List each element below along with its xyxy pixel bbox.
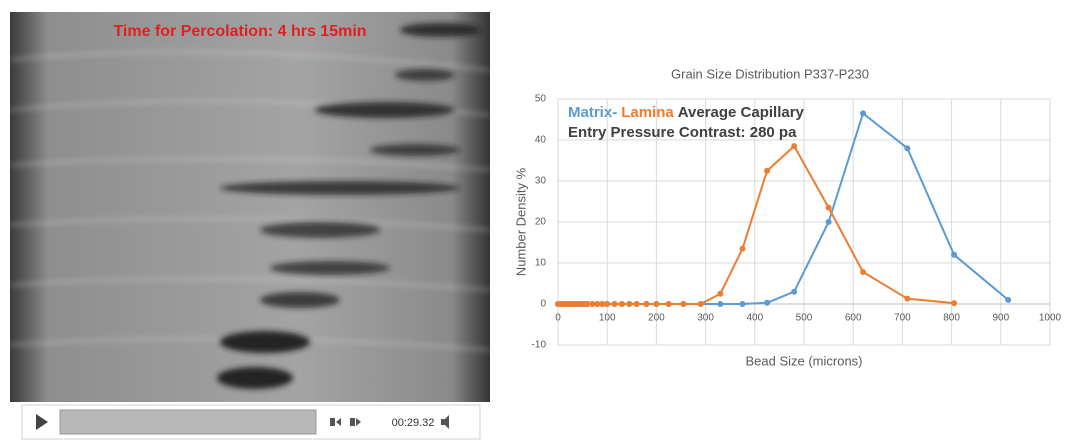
x-tick-label: 1000 [1039,313,1062,324]
x-tick-label: 0 [555,313,561,324]
data-point [904,295,911,302]
time-display: 00:29.32 [392,417,435,429]
annotation-part: Matrix [568,104,613,121]
series-line [558,145,955,305]
video-frame: Time for Percolation: 4 hrs 15min 00:29.… [9,12,491,440]
chart-title: Grain Size Distribution P337-P230 [671,66,869,81]
annotation-part: Lamina [621,104,674,121]
y-tick-label: 10 [535,258,547,269]
data-point [764,299,771,306]
y-tick-label: 30 [535,176,547,187]
back-button[interactable] [330,418,341,426]
annotation: Matrix- Lamina Average Capillary [568,104,805,121]
data-point [791,288,798,295]
x-tick-label: 200 [648,313,665,324]
data-point [680,301,687,307]
data-point [791,143,798,150]
x-axis-label: Bead Size (microns) [745,353,862,368]
data-point [951,300,958,307]
volume-button[interactable] [441,415,449,429]
data-point [904,145,911,152]
y-tick-label: 40 [535,135,547,146]
series-line [558,112,1009,305]
data-point [584,301,591,307]
y-tick-label: -10 [532,340,547,351]
data-point [633,301,640,307]
x-tick-label: 800 [943,313,960,324]
forward-button[interactable] [350,418,361,426]
data-point [825,204,832,211]
data-point [1005,296,1012,303]
chart: Grain Size Distribution P337-P230 Bead S… [513,66,1062,368]
data-point [860,269,867,276]
y-axis-label: Number Density % [513,167,528,276]
x-tick-label: 700 [894,313,911,324]
data-point [599,301,606,307]
data-point [626,301,633,307]
data-point [611,301,618,307]
data-point [739,245,746,252]
video-overlay-text: Time for Percolation: 4 hrs 15min [113,23,366,40]
data-point [860,110,867,117]
y-tick-label: 0 [540,299,546,310]
data-point [825,219,832,225]
data-point [764,167,771,174]
data-point [665,301,672,307]
x-tick-label: 100 [599,313,616,324]
annotation-part: - [612,104,617,121]
data-point [653,301,660,307]
data-point [739,301,746,307]
data-point [717,301,724,307]
data-point [594,301,601,307]
annotation: Entry Pressure Contrast: 280 pa [568,124,797,141]
play-button[interactable] [36,414,48,430]
y-tick-label: 50 [535,94,547,105]
y-tick-label: 20 [535,217,547,228]
progress-bar[interactable] [59,409,317,435]
data-point [589,301,596,307]
data-point [604,301,611,307]
data-point [697,301,704,307]
x-tick-label: 600 [845,313,862,324]
x-tick-label: 300 [697,313,714,324]
data-point [643,301,650,307]
data-point [717,290,724,297]
x-tick-label: 400 [746,313,763,324]
data-point [951,251,958,258]
x-tick-label: 900 [992,313,1009,324]
x-tick-label: 500 [796,313,813,324]
data-point [618,301,625,307]
annotation-part: Average Capillary [678,104,805,121]
